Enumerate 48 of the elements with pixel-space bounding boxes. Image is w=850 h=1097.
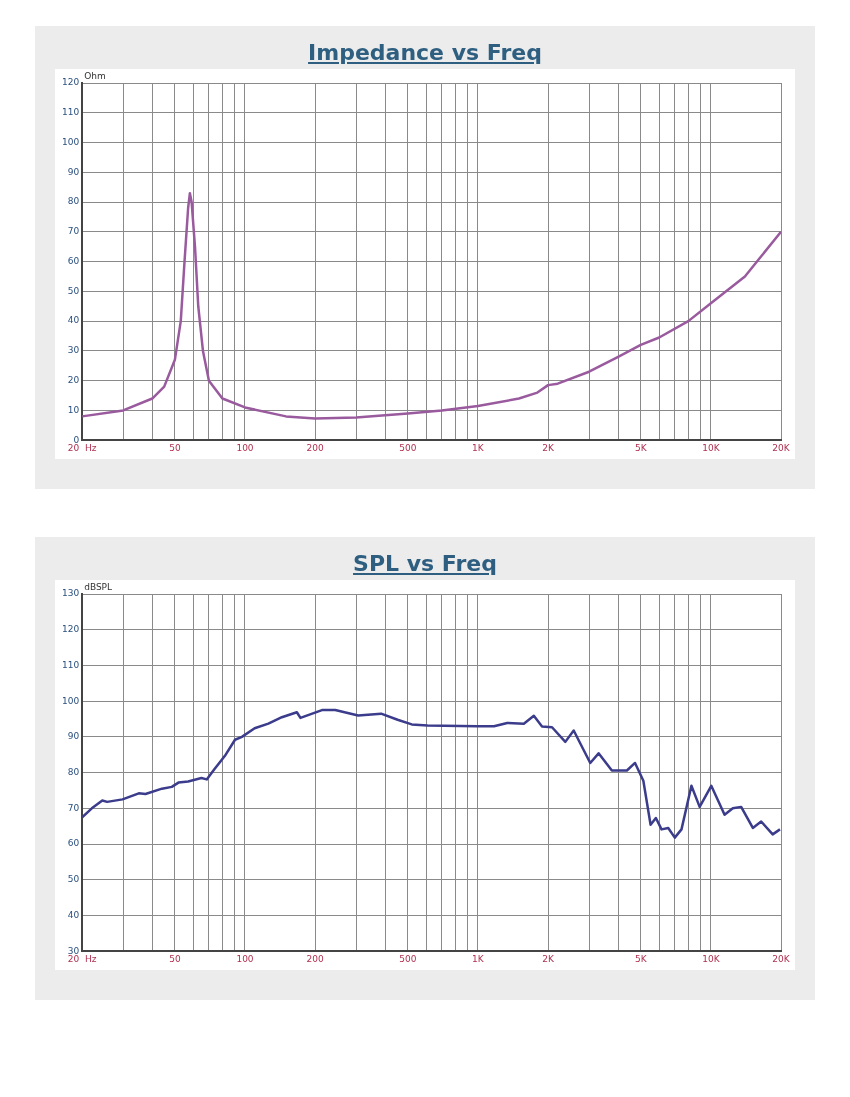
x-tick-label: 1K — [472, 442, 485, 453]
y-axis-title: Ohm — [84, 70, 106, 81]
x-tick-label: 5K — [634, 953, 648, 964]
x-tick-label: 200 — [306, 442, 324, 453]
y-tick-label: 110 — [61, 659, 80, 670]
y-tick-label: 120 — [61, 77, 80, 88]
y-tick-label: 40 — [67, 315, 80, 326]
y-tick-label: 100 — [61, 695, 80, 706]
y-tick-label: 70 — [67, 802, 80, 813]
x-tick-label: 20 Hz — [67, 953, 97, 964]
y-tick-label: 80 — [67, 196, 80, 207]
x-tick-label: 100 — [236, 953, 254, 964]
y-tick-label: 30 — [67, 345, 80, 356]
x-tick-label: 20K — [772, 953, 791, 964]
y-tick-label: 60 — [67, 838, 80, 849]
x-tick-label: 500 — [399, 442, 417, 453]
x-tick-label: 10K — [702, 953, 721, 964]
y-tick-label: 20 — [67, 375, 80, 386]
x-tick-label: 500 — [399, 953, 417, 964]
y-tick-label: 60 — [67, 255, 80, 266]
x-tick-label: 20K — [772, 442, 791, 453]
y-tick-label: 130 — [61, 588, 80, 599]
y-tick-label: 120 — [61, 624, 80, 635]
x-tick-label: 10K — [702, 442, 721, 453]
x-tick-label: 100 — [236, 442, 254, 453]
y-tick-label: 90 — [67, 731, 80, 742]
x-tick-label: 50 — [169, 442, 181, 453]
y-tick-label: 70 — [67, 226, 80, 237]
y-tick-label: 90 — [67, 166, 80, 177]
y-tick-label: 0 — [73, 434, 80, 445]
y-tick-label: 30 — [67, 945, 80, 956]
x-tick-label: 2K — [542, 953, 555, 964]
x-tick-label: 5K — [634, 442, 648, 453]
x-tick-label: 1K — [472, 953, 485, 964]
y-axis-title: dBSPL — [84, 581, 113, 592]
x-tick-label: 200 — [306, 953, 324, 964]
x-tick-label: 50 — [169, 953, 181, 964]
x-tick-label: 2K — [542, 442, 555, 453]
y-tick-label: 50 — [67, 285, 80, 296]
x-tick-label: 20 Hz — [67, 442, 97, 453]
y-tick-label: 110 — [61, 107, 80, 118]
chart-title: Impedance vs Freq — [307, 40, 543, 65]
y-tick-label: 40 — [67, 909, 80, 920]
chart-title: SPL vs Freq — [352, 551, 498, 576]
y-tick-label: 50 — [67, 874, 80, 885]
y-tick-label: 100 — [61, 136, 80, 147]
y-tick-label: 80 — [67, 766, 80, 777]
y-tick-label: 10 — [67, 404, 80, 415]
